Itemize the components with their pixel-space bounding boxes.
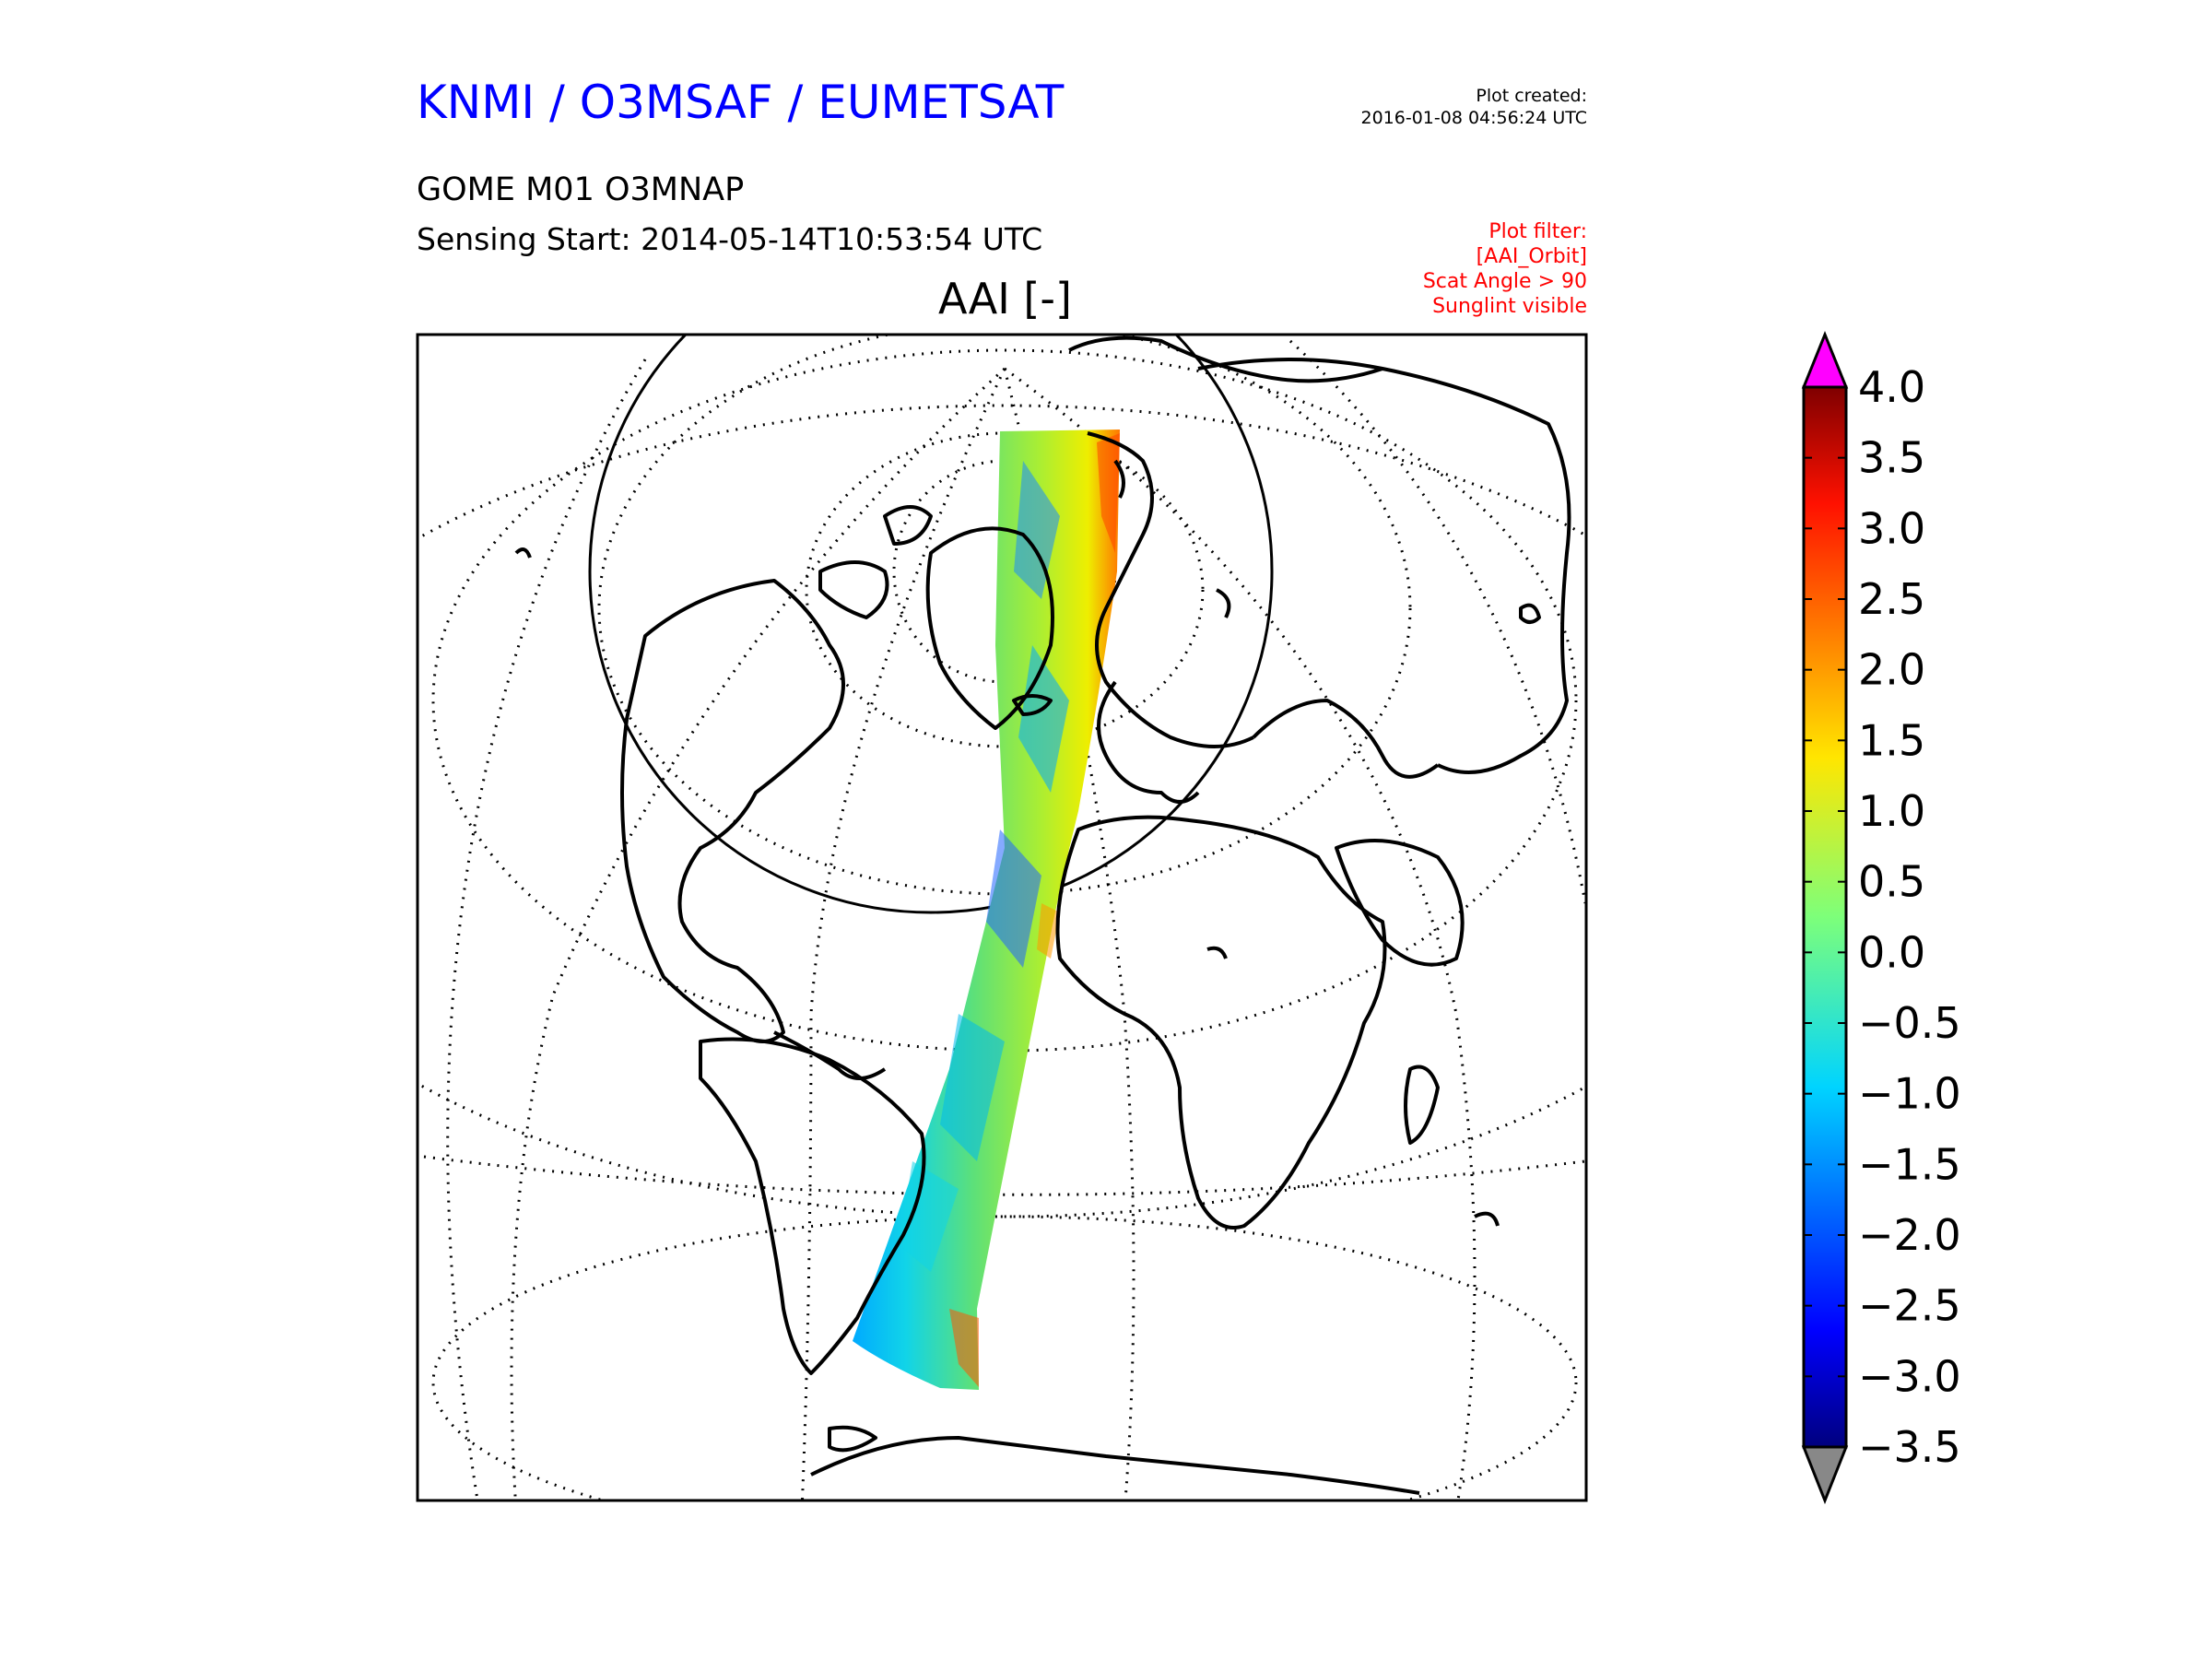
plot-created-stamp: Plot created: 2016-01-08 04:56:24 UTC — [1361, 85, 1588, 129]
plot-created-label: Plot created: — [1476, 86, 1587, 106]
colorbar-tick-label: −3.5 — [1858, 1422, 1961, 1472]
colorbar-tick-label: 1.5 — [1858, 715, 1925, 765]
filter-line-1: Plot filter: — [1488, 220, 1587, 243]
colorbar-tick-label: −2.0 — [1858, 1210, 1961, 1260]
colorbar-tick-label: 2.5 — [1858, 574, 1925, 624]
colorbar-ticks: 4.0 3.5 3.0 2.5 2.0 1.5 1.0 0.5 0.0 −0.5 −1.0 −1.5 −… — [1804, 362, 1961, 1472]
colorbar-tick-label: 0.5 — [1858, 857, 1925, 907]
sensing-start: Sensing Start: 2014-05-14T10:53:54 UTC — [417, 221, 1043, 257]
plot-created-time: 2016-01-08 04:56:24 UTC — [1360, 108, 1588, 128]
colorbar-gradient — [1802, 385, 1848, 1449]
colorbar-tick-label: 1.0 — [1858, 786, 1925, 836]
colorbar-over-arrow — [1801, 330, 1849, 389]
colorbar-tick-label: 0.0 — [1858, 927, 1925, 977]
colorbar-tick-label: −1.0 — [1858, 1069, 1961, 1119]
filter-line-3: Scat Angle > 90 — [1422, 270, 1587, 293]
colorbar-tick-label: −3.0 — [1858, 1351, 1961, 1401]
colorbar-tick-label: 3.0 — [1858, 503, 1925, 553]
colorbar-tick-label: −1.5 — [1858, 1139, 1961, 1189]
globe-limb — [588, 335, 1274, 914]
filter-line-4: Sunglint visible — [1432, 295, 1587, 318]
filter-line-2: [AAI_Orbit] — [1476, 245, 1587, 268]
map-area — [418, 335, 1586, 1500]
colorbar-tick-label: 2.0 — [1858, 645, 1925, 695]
colorbar: 4.0 3.5 3.0 2.5 2.0 1.5 1.0 0.5 0.0 −0.5 −1.0 −1.5 −… — [1801, 330, 1961, 1505]
product-name: GOME M01 O3MNAP — [417, 171, 745, 208]
colorbar-tick-label: 4.0 — [1858, 362, 1925, 412]
coastlines — [514, 335, 1571, 1495]
swath-texture — [899, 433, 1120, 1387]
colorbar-tick-label: 3.5 — [1858, 433, 1925, 483]
colorbar-tick-label: −2.5 — [1858, 1281, 1961, 1331]
plot-filter: Plot filter: [AAI_Orbit] Scat Angle > 90… — [1423, 219, 1587, 319]
colorbar-under-arrow — [1801, 1445, 1849, 1505]
map-title: AAI [-] — [938, 274, 1072, 324]
colorbar-tick-label: −0.5 — [1858, 998, 1961, 1048]
map-frame — [416, 333, 1588, 1502]
aai-swath — [853, 429, 1120, 1390]
header-org-title: KNMI / O3MSAF / EUMETSAT — [417, 76, 1065, 129]
